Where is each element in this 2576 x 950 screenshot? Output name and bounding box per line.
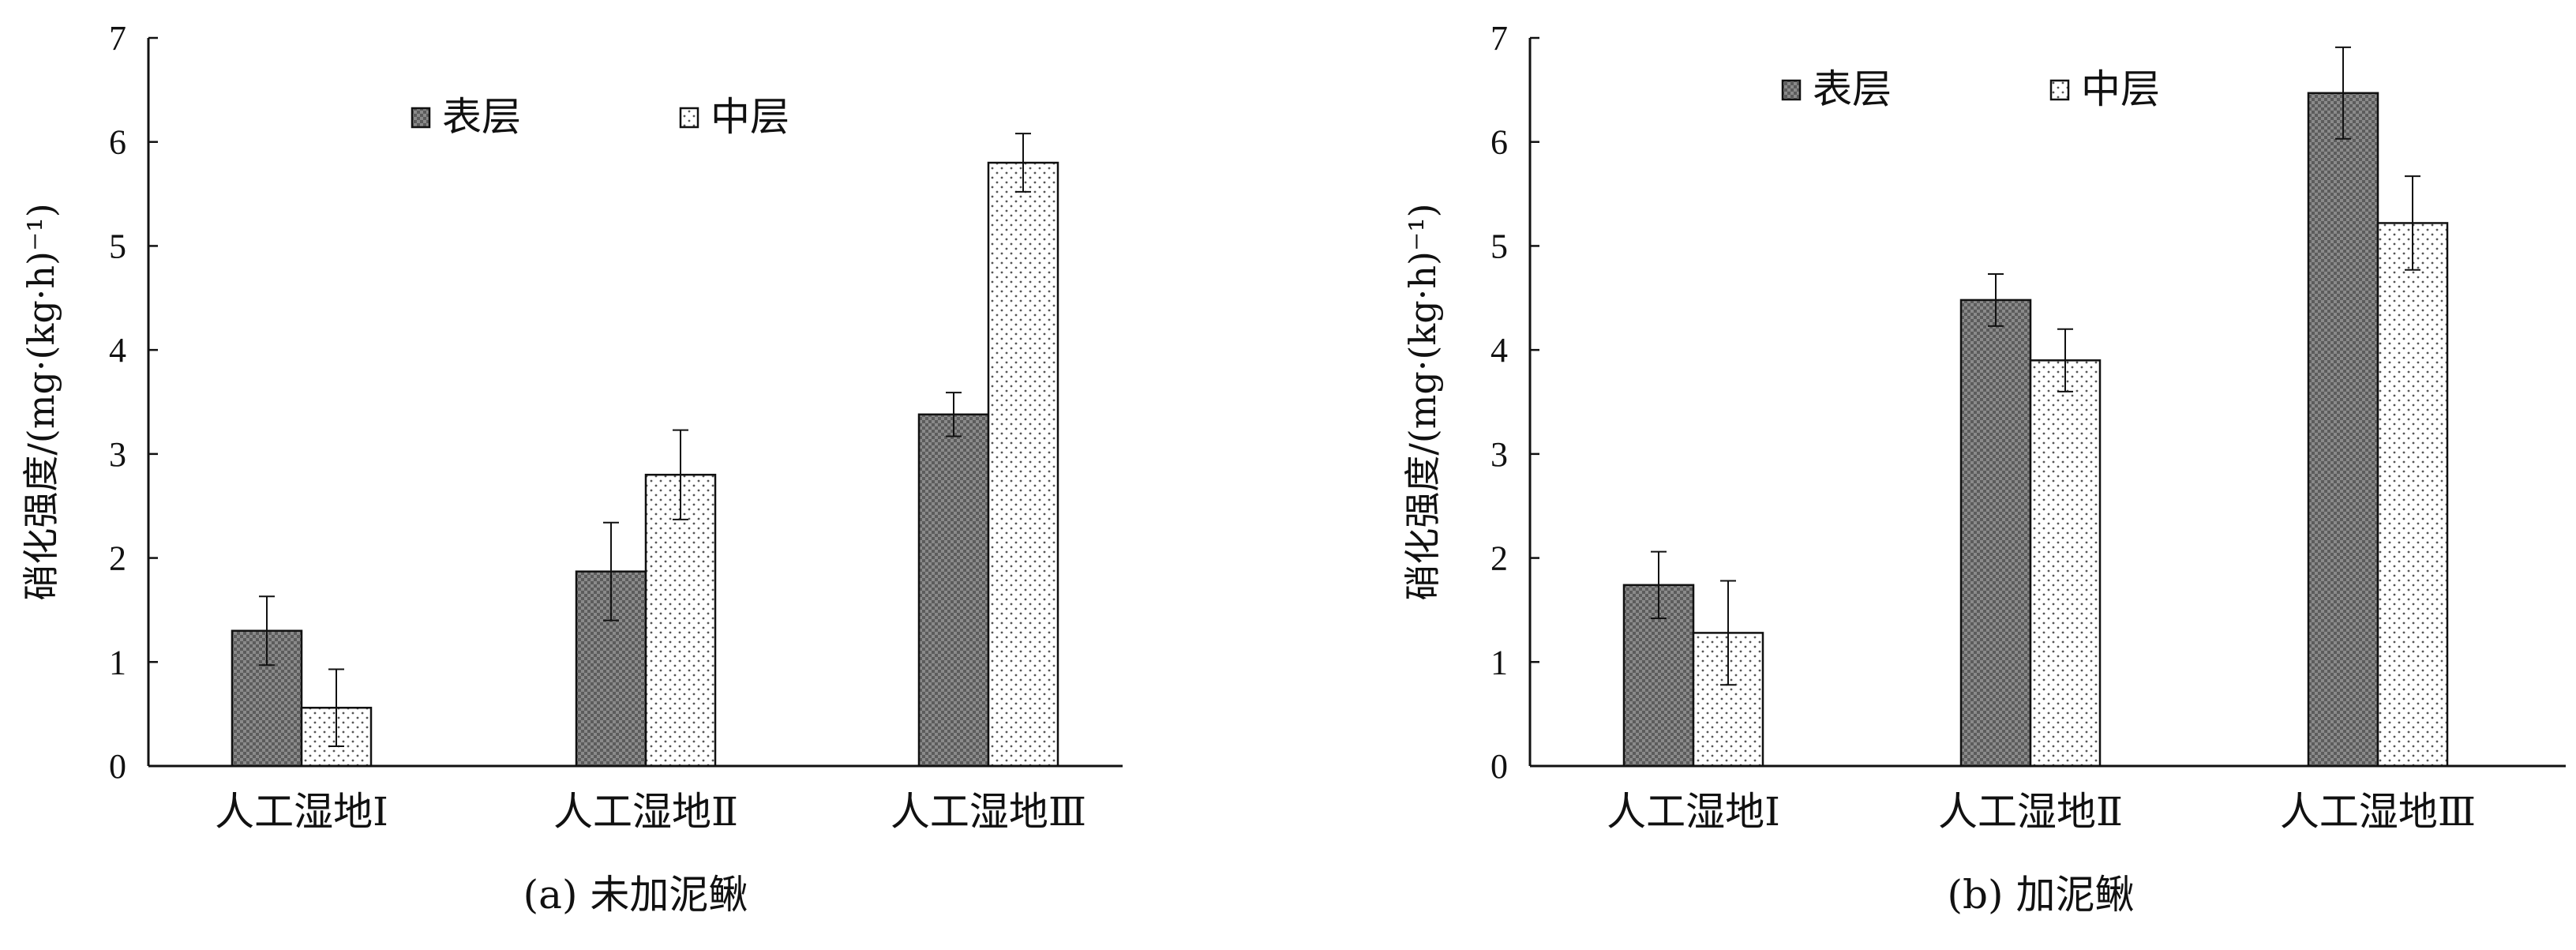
y-axis-label: 硝化强度/(mg·(kg·h)⁻¹) <box>1401 203 1444 600</box>
bar-surface-2 <box>1959 299 2032 768</box>
y-tick-label: 1 <box>109 643 126 682</box>
y-tick-label: 5 <box>109 227 126 265</box>
y-tick-label: 3 <box>109 435 126 474</box>
legend-swatch-middle <box>2049 79 2070 101</box>
legend-label-surface: 表层 <box>1813 66 1892 112</box>
chart-b: 0 1 2 3 4 5 6 7 人工湿地Ⅰ 人工湿地Ⅱ 人工湿地Ⅲ 硝化强度/(mg·(kg·h)⁻¹… <box>1401 19 2566 918</box>
bar-middle-3 <box>2376 222 2449 768</box>
chart-a: 0 1 2 3 4 5 6 7 人工湿地Ⅰ 人工湿地Ⅱ 人工湿地Ⅲ 硝化强度/(mg·(kg·h)⁻¹… <box>20 19 1123 918</box>
legend-label-surface: 表层 <box>442 94 521 140</box>
category-label: 人工湿地Ⅱ <box>1938 789 2123 835</box>
chart-caption: (a) 未加泥鳅 <box>523 872 748 918</box>
legend-label-middle: 中层 <box>2081 66 2160 112</box>
y-tick-label: 1 <box>1490 643 1508 682</box>
category-label: 人工湿地Ⅲ <box>2280 789 2476 835</box>
y-tick-label: 7 <box>1490 19 1508 58</box>
category-label: 人工湿地Ⅰ <box>1607 789 1780 835</box>
y-tick-label: 4 <box>1490 331 1508 370</box>
y-tick-label: 0 <box>109 747 126 786</box>
y-tick-label: 3 <box>1490 435 1508 474</box>
y-tick-label: 6 <box>109 123 126 162</box>
y-tick-label: 4 <box>109 331 126 370</box>
bar-surface-3 <box>2307 92 2379 768</box>
bar-middle-2 <box>2029 359 2102 768</box>
legend-label-middle: 中层 <box>711 94 789 140</box>
bar-surface-3 <box>917 413 990 768</box>
category-label: 人工湿地Ⅲ <box>891 789 1086 835</box>
legend-swatch-surface <box>1781 79 1802 101</box>
y-tick-label: 6 <box>1490 123 1508 162</box>
chart-caption: (b) 加泥鳅 <box>1948 872 2135 918</box>
y-tick-label: 2 <box>1490 539 1508 578</box>
y-axis-label: 硝化强度/(mg·(kg·h)⁻¹) <box>20 203 62 600</box>
y-tick-label: 5 <box>1490 227 1508 265</box>
bar-middle-3 <box>987 161 1059 768</box>
y-tick-label: 2 <box>109 539 126 578</box>
legend-swatch-surface <box>411 107 431 129</box>
category-label: 人工湿地Ⅰ <box>215 789 388 835</box>
category-label: 人工湿地Ⅱ <box>553 789 738 835</box>
y-tick-label: 7 <box>109 19 126 58</box>
y-tick-label: 0 <box>1490 747 1508 786</box>
legend-swatch-middle <box>679 107 699 129</box>
